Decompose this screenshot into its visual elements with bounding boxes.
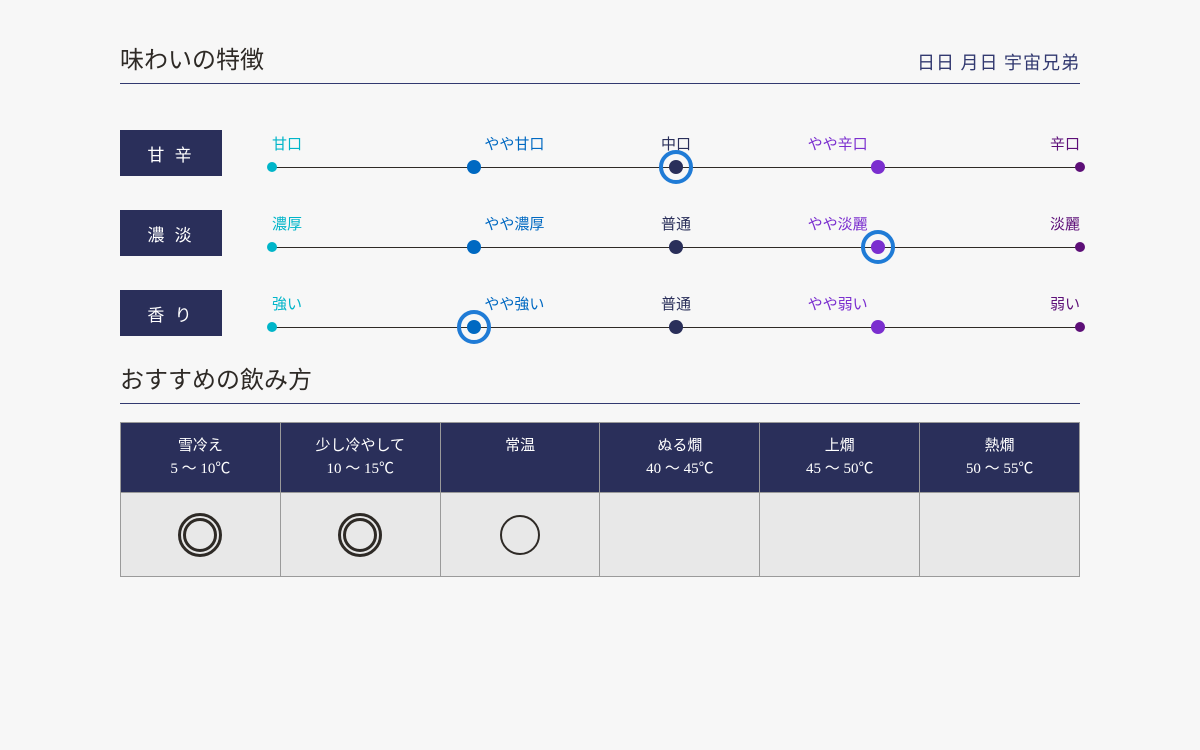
taste-title: 味わいの特徴 — [120, 40, 264, 75]
serving-title: おすすめの飲み方 — [120, 360, 1080, 404]
serving-col-header: 熱燗50 ～ 55℃ — [920, 423, 1080, 493]
tick-label: 淡麗 — [918, 213, 1080, 234]
serving-section: おすすめの飲み方 雪冷え5 ～ 10℃少し冷やして10 ～ 15℃常温ぬる燗40… — [120, 360, 1080, 577]
tick-label: 甘口 — [272, 133, 434, 154]
scale-dot — [871, 160, 885, 174]
tick-label: やや甘口 — [434, 133, 596, 154]
scale-dot — [669, 240, 683, 254]
serving-col-header: 雪冷え5 ～ 10℃ — [121, 423, 281, 493]
double-circle-icon — [338, 513, 382, 557]
scale-dot — [467, 160, 481, 174]
taste-header: 味わいの特徴 日日 月日 宇宙兄弟 — [120, 40, 1080, 84]
taste-subtitle: 日日 月日 宇宙兄弟 — [917, 49, 1080, 75]
double-circle-icon — [178, 513, 222, 557]
serving-col-header: 上燗45 ～ 50℃ — [760, 423, 920, 493]
tick-label: 強い — [272, 293, 434, 314]
tick-label: 普通 — [595, 213, 757, 234]
taste-row: 甘 辛 甘口やや甘口中口やや辛口辛口 — [120, 112, 1080, 176]
serving-col-header: ぬる燗40 ～ 45℃ — [600, 423, 760, 493]
tick-label: 辛口 — [918, 133, 1080, 154]
serving-col-header: 常温 — [441, 423, 601, 493]
tick-label: 弱い — [918, 293, 1080, 314]
scale-dot — [267, 242, 277, 252]
scale-dot — [1075, 162, 1085, 172]
tick-label: やや濃厚 — [434, 213, 596, 234]
serving-cell — [760, 493, 920, 577]
tick-label: やや強い — [434, 293, 596, 314]
tick-label: やや淡麗 — [757, 213, 919, 234]
scale-dot — [1075, 242, 1085, 252]
serving-cell — [600, 493, 760, 577]
taste-row-label: 甘 辛 — [120, 130, 222, 176]
scale-dot — [1075, 322, 1085, 332]
selection-ring-icon — [659, 150, 693, 184]
tick-label: 普通 — [595, 293, 757, 314]
scale-dot — [267, 322, 277, 332]
serving-cell — [920, 493, 1080, 577]
selection-ring-icon — [457, 310, 491, 344]
taste-scale: 強いやや強い普通やや弱い弱い — [272, 293, 1080, 336]
taste-rows: 甘 辛甘口やや甘口中口やや辛口辛口濃 淡濃厚やや濃厚普通やや淡麗淡麗香 り強いや… — [120, 112, 1080, 336]
scale-dot — [267, 162, 277, 172]
scale-dot — [871, 320, 885, 334]
taste-row-label: 香 り — [120, 290, 222, 336]
taste-row: 香 り 強いやや強い普通やや弱い弱い — [120, 272, 1080, 336]
serving-cell — [441, 493, 601, 577]
serving-col-header: 少し冷やして10 ～ 15℃ — [281, 423, 441, 493]
selection-ring-icon — [861, 230, 895, 264]
tick-label: やや辛口 — [757, 133, 919, 154]
taste-scale: 濃厚やや濃厚普通やや淡麗淡麗 — [272, 213, 1080, 256]
taste-row: 濃 淡 濃厚やや濃厚普通やや淡麗淡麗 — [120, 192, 1080, 256]
circle-icon — [500, 515, 540, 555]
tick-label: 濃厚 — [272, 213, 434, 234]
tick-label: やや弱い — [757, 293, 919, 314]
serving-table: 雪冷え5 ～ 10℃少し冷やして10 ～ 15℃常温ぬる燗40 ～ 45℃上燗4… — [120, 422, 1080, 577]
taste-row-label: 濃 淡 — [120, 210, 222, 256]
scale-dot — [467, 240, 481, 254]
serving-cell — [281, 493, 441, 577]
taste-scale: 甘口やや甘口中口やや辛口辛口 — [272, 133, 1080, 176]
scale-dot — [669, 320, 683, 334]
serving-cell — [121, 493, 281, 577]
